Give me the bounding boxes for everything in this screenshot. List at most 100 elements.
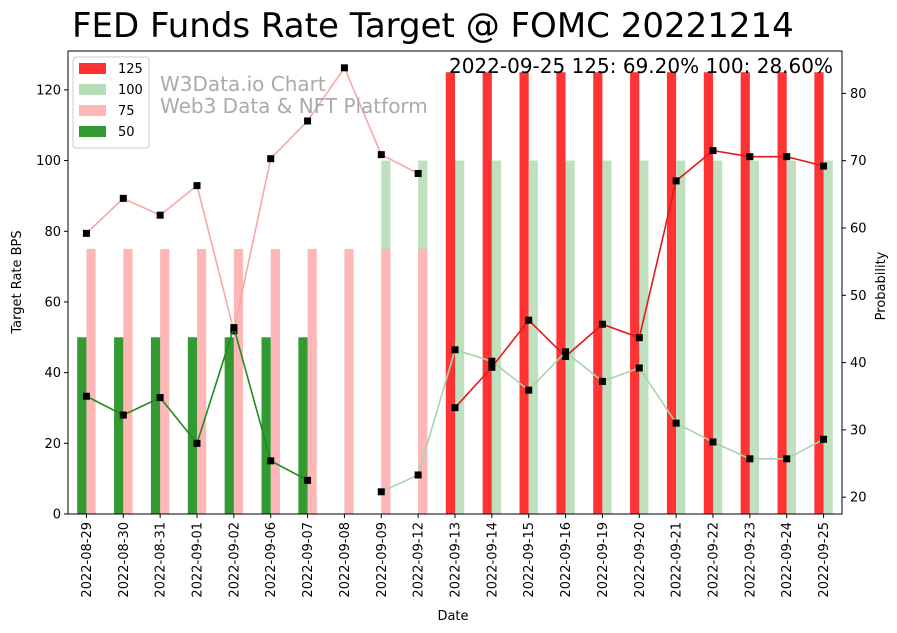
marker-125-2022-09-25 xyxy=(820,162,828,170)
bar-100-2022-09-20 xyxy=(639,160,649,514)
marker-100-2022-09-22 xyxy=(709,438,717,446)
marker-125-2022-09-16 xyxy=(562,353,570,361)
marker-100-2022-09-16 xyxy=(562,348,570,356)
legend-label-125: 125 xyxy=(118,62,143,77)
x-tick-label-2022-09-22: 2022-09-22 xyxy=(707,522,722,598)
x-tick-label-2022-09-09: 2022-09-09 xyxy=(375,522,390,598)
marker-100-2022-09-21 xyxy=(672,419,680,427)
x-tick-label-2022-08-30: 2022-08-30 xyxy=(117,522,132,598)
x-axis-label: Date xyxy=(437,609,468,624)
marker-100-2022-09-25 xyxy=(820,435,828,443)
bar-125-2022-09-22 xyxy=(703,72,713,515)
x-tick-label-2022-09-19: 2022-09-19 xyxy=(596,522,611,598)
y-right-tick-label-20: 20 xyxy=(850,491,867,506)
bar-75-2022-09-02 xyxy=(233,248,244,515)
y-right-tick-label-80: 80 xyxy=(850,87,867,102)
legend: 125 100 75 50 xyxy=(72,56,150,149)
bar-125-2022-09-15 xyxy=(519,72,529,515)
bar-125-2022-09-21 xyxy=(666,72,677,515)
marker-100-2022-09-13 xyxy=(451,346,459,354)
x-tick-label-2022-08-31: 2022-08-31 xyxy=(154,522,169,598)
y-left-tick-label-80: 80 xyxy=(44,225,61,240)
marker-50-2022-08-29 xyxy=(82,392,90,400)
x-tick-label-2022-09-23: 2022-09-23 xyxy=(743,522,758,598)
marker-125-2022-09-13 xyxy=(451,404,459,412)
y-left-tick-label-20: 20 xyxy=(44,437,61,452)
bar-50-2022-09-07 xyxy=(298,337,308,514)
marker-75-2022-08-31 xyxy=(156,211,164,219)
marker-125-2022-09-24 xyxy=(783,153,791,161)
bar-125-2022-09-25 xyxy=(814,72,824,515)
bar-50-2022-08-31 xyxy=(150,337,161,514)
bar-75-2022-09-09 xyxy=(381,248,391,515)
y-left-tick-label-60: 60 xyxy=(44,295,61,310)
x-tick-label-2022-09-13: 2022-09-13 xyxy=(449,522,464,598)
bar-75-2022-08-29 xyxy=(86,248,96,515)
watermark-line-2: Web3 Data & NFT Platform xyxy=(160,94,428,118)
bar-125-2022-09-13 xyxy=(445,72,455,515)
bar-125-2022-09-20 xyxy=(630,72,640,515)
bar-50-2022-09-01 xyxy=(187,337,197,514)
marker-125-2022-09-14 xyxy=(488,363,496,371)
marker-75-2022-09-01 xyxy=(193,182,201,190)
legend-label-100: 100 xyxy=(118,83,143,98)
y-left-tick-label-120: 120 xyxy=(36,83,61,98)
x-tick-label-2022-09-02: 2022-09-02 xyxy=(227,522,242,598)
legend-swatch-100 xyxy=(79,84,106,95)
line-75 xyxy=(85,66,419,332)
marker-125-2022-09-19 xyxy=(598,320,606,328)
y-axis-left-label: Target Rate BPS xyxy=(10,230,25,334)
bar-100-2022-09-19 xyxy=(602,160,612,514)
marker-50-2022-09-07 xyxy=(304,476,312,484)
marker-100-2022-09-20 xyxy=(635,364,643,372)
y-left-tick-label-100: 100 xyxy=(36,154,61,169)
y-right-tick-label-30: 30 xyxy=(850,423,867,438)
x-tick-label-2022-09-15: 2022-09-15 xyxy=(522,522,537,598)
bar-75-2022-09-06 xyxy=(270,248,280,515)
bar-75-2022-08-31 xyxy=(160,248,170,515)
bar-75-2022-09-08 xyxy=(344,248,354,515)
marker-125-2022-09-22 xyxy=(709,147,717,155)
legend-swatch-75 xyxy=(79,105,106,116)
x-tick-label-2022-08-29: 2022-08-29 xyxy=(80,522,95,598)
legend-swatch-50 xyxy=(79,126,106,137)
x-tick-label-2022-09-08: 2022-09-08 xyxy=(338,522,353,598)
marker-75-2022-09-09 xyxy=(377,151,385,159)
x-tick-label-2022-09-24: 2022-09-24 xyxy=(780,522,795,598)
marker-100-2022-09-12 xyxy=(414,471,422,479)
x-tick-label-2022-09-16: 2022-09-16 xyxy=(559,522,574,598)
bar-100-2022-09-16 xyxy=(565,160,575,514)
bar-75-2022-09-12 xyxy=(418,248,428,515)
x-tick-label-2022-09-12: 2022-09-12 xyxy=(412,522,427,598)
bar-125-2022-09-19 xyxy=(593,72,603,515)
marker-75-2022-08-30 xyxy=(119,194,127,202)
marker-125-2022-09-15 xyxy=(525,316,533,324)
bar-100-2022-09-22 xyxy=(713,160,723,514)
y-right-tick-label-50: 50 xyxy=(850,289,867,304)
chart-title: FED Funds Rate Target @ FOMC 20221214 xyxy=(72,6,794,46)
legend-label-50: 50 xyxy=(118,125,135,140)
bar-100-2022-09-25 xyxy=(823,160,833,514)
marker-50-2022-08-31 xyxy=(156,394,164,402)
marker-75-2022-08-29 xyxy=(82,229,90,237)
x-tick-label-2022-09-21: 2022-09-21 xyxy=(670,522,685,598)
bar-100-2022-09-15 xyxy=(528,160,538,514)
bar-125-2022-09-14 xyxy=(482,72,492,515)
marker-125-2022-09-20 xyxy=(635,334,643,342)
y-left-tick-label-40: 40 xyxy=(44,366,61,381)
bar-100-2022-09-21 xyxy=(676,160,686,514)
bar-50-2022-08-29 xyxy=(77,337,87,514)
marker-100-2022-09-24 xyxy=(783,455,791,463)
bar-75-2022-09-01 xyxy=(197,248,207,515)
y-left-tick-label-0: 0 xyxy=(53,508,61,523)
bar-75-2022-08-30 xyxy=(123,248,133,515)
marker-100-2022-09-19 xyxy=(598,377,606,385)
watermark-line-1: W3Data.io Chart xyxy=(160,72,326,96)
marker-75-2022-09-07 xyxy=(304,117,312,125)
marker-75-2022-09-06 xyxy=(267,155,275,163)
marker-100-2022-09-14 xyxy=(488,357,496,365)
bar-125-2022-09-16 xyxy=(556,72,566,515)
y-right-tick-label-70: 70 xyxy=(850,154,867,169)
x-tick-label-2022-09-01: 2022-09-01 xyxy=(191,522,206,598)
